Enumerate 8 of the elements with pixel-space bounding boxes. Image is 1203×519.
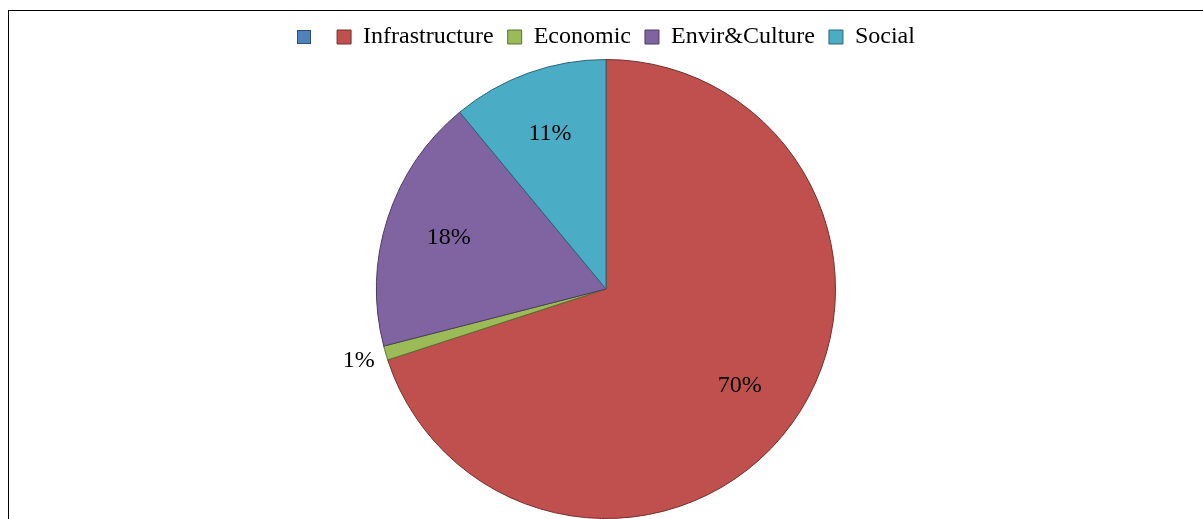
legend-label: Envir&Culture bbox=[670, 22, 815, 49]
data-label: 1% bbox=[342, 346, 375, 373]
legend-label: Social bbox=[854, 22, 916, 49]
data-label: 18% bbox=[426, 223, 471, 250]
legend-label: Infrastructure bbox=[363, 22, 494, 49]
data-label: 11% bbox=[528, 118, 572, 145]
legend-label: Economic bbox=[533, 22, 631, 49]
data-label: 70% bbox=[717, 371, 762, 398]
